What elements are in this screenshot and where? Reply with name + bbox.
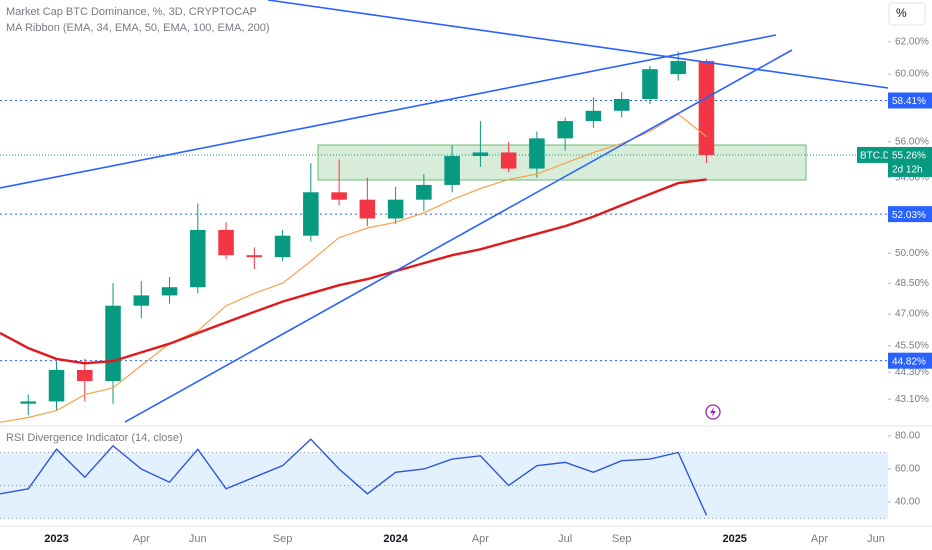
y-tick-label: 56.00%: [895, 137, 929, 148]
y-tick-label: 43.10%: [895, 394, 929, 405]
candle-body: [190, 229, 206, 288]
y-tick-label: 44.30%: [895, 367, 929, 378]
trendline: [124, 49, 793, 423]
candle-body: [613, 98, 630, 111]
last-price-label: 55.26%: [892, 151, 926, 162]
x-tick-label: Jul: [558, 533, 572, 545]
symbol-label: BTC.D: [860, 151, 890, 162]
rsi-line: [0, 438, 708, 516]
candle-body: [331, 192, 347, 200]
unit-button[interactable]: [888, 2, 926, 26]
candle-body: [274, 235, 291, 258]
y-tick-label: 60.00: [895, 464, 920, 475]
drawings: [317, 144, 807, 181]
level-label: 52.03%: [892, 210, 926, 221]
y-tick-label: 54.00%: [895, 172, 929, 183]
candle-body: [20, 401, 37, 404]
candle-body: [387, 199, 404, 219]
moving-average: [0, 113, 707, 423]
x-tick-label: Sep: [612, 533, 632, 545]
candle-body: [161, 287, 178, 296]
candle-body: [105, 305, 121, 382]
candle-body: [246, 255, 263, 258]
y-tick-label: 50.00%: [895, 248, 929, 259]
candle-body: [500, 152, 517, 169]
y-tick-label: 60.00%: [895, 69, 929, 80]
trendline: [267, 0, 889, 89]
symbol-box: [857, 146, 888, 163]
candle-body: [218, 229, 234, 256]
chart-title: Market Cap BTC Dominance, %, 3D, CRYPTOC…: [6, 6, 257, 18]
level-label: 58.41%: [892, 96, 926, 107]
candle-body: [77, 369, 93, 382]
moving-average: [0, 178, 707, 365]
x-tick-label: Apr: [133, 533, 150, 545]
x-tick-label: 2023: [44, 533, 68, 545]
x-tick-label: Apr: [472, 533, 489, 545]
level-label-box: [888, 206, 932, 223]
candle-body: [698, 61, 715, 155]
candle-body: [359, 199, 376, 219]
level-label: 44.82%: [892, 356, 926, 367]
x-tick-label: Jun: [867, 533, 885, 545]
y-tick-label: 45.50%: [895, 341, 929, 352]
candle-body: [303, 192, 319, 236]
candle-body: [472, 152, 489, 157]
level-label-box: [888, 92, 932, 109]
last-price-box: [888, 146, 932, 177]
candle-body: [133, 295, 150, 306]
x-tick-label: Apr: [811, 533, 828, 545]
price-axis: [888, 0, 932, 550]
candle-body: [670, 61, 686, 75]
level-label-box: [888, 352, 932, 369]
range-zone: [317, 144, 807, 181]
candle-body: [529, 138, 545, 169]
indicator-label: MA Ribbon (EMA, 34, EMA, 50, EMA, 100, E…: [6, 22, 270, 34]
y-tick-label: 80.00: [895, 431, 920, 442]
x-tick-label: Jun: [189, 533, 207, 545]
x-tick-label: Sep: [273, 533, 293, 545]
indicator-label: RSI Divergence Indicator (14, close): [6, 432, 183, 444]
trendline: [0, 34, 777, 189]
candle-body: [416, 184, 432, 200]
candle-body: [585, 110, 602, 122]
candle-body: [48, 369, 65, 402]
trendlines: [0, 0, 889, 423]
x-tick-label: 2025: [722, 533, 746, 545]
y-tick-label: 47.00%: [895, 309, 929, 320]
y-tick-label: 62.00%: [895, 37, 929, 48]
candle-body: [557, 121, 573, 139]
y-tick-label: 40.00: [895, 497, 920, 508]
event-icon-bolt: [710, 407, 716, 417]
unit-button-label[interactable]: %: [896, 6, 907, 20]
x-tick-label: 2024: [383, 533, 408, 545]
y-tick-label: 48.50%: [895, 278, 929, 289]
candle-body: [444, 156, 460, 185]
candle-body: [642, 69, 658, 99]
countdown-label: 2d 12h: [892, 165, 923, 176]
